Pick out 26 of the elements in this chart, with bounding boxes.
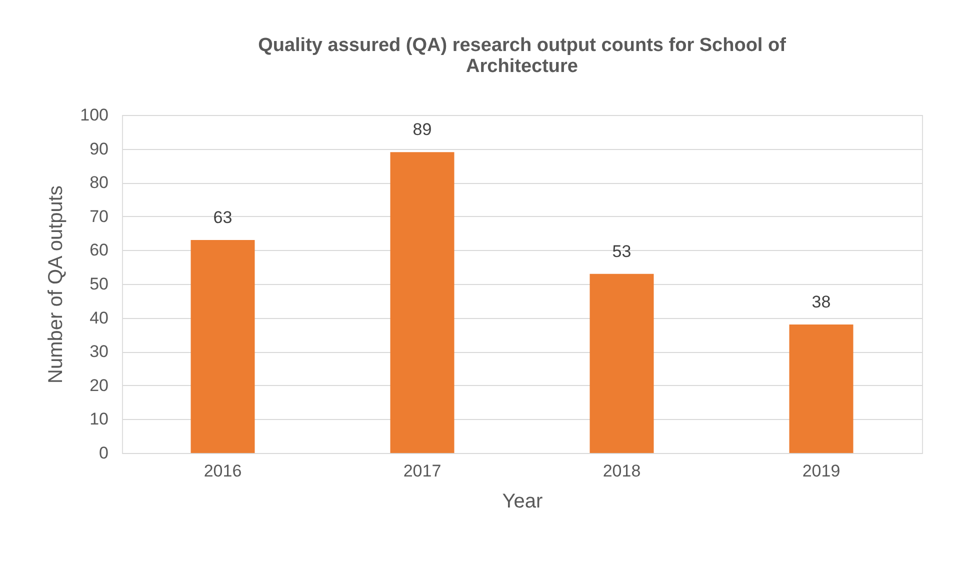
- y-tick-label: 0: [99, 444, 108, 462]
- x-tick-label: 2017: [403, 462, 442, 480]
- data-label: 63: [213, 208, 232, 228]
- y-tick-label: 90: [90, 139, 108, 158]
- y-tick-label: 10: [90, 410, 108, 429]
- bar: [590, 274, 654, 453]
- data-label: 53: [612, 242, 632, 261]
- x-tick-label: 2019: [802, 462, 840, 480]
- y-tick-label: 100: [80, 106, 108, 124]
- y-tick-label: 80: [90, 173, 108, 192]
- y-tick-label: 20: [90, 376, 108, 395]
- bar: [390, 152, 454, 453]
- chart-title: Quality assured (QA) research output counts for School of Architecture: [258, 35, 787, 77]
- data-label: 89: [412, 120, 432, 140]
- x-tick-label: 2016: [204, 462, 242, 480]
- x-tick-label: 2018: [602, 462, 641, 480]
- data-label: 38: [812, 292, 831, 312]
- y-tick-label: 70: [90, 206, 108, 226]
- y-tick-label: 60: [90, 240, 108, 260]
- x-axis-title: Year: [502, 490, 544, 512]
- y-tick-label: 30: [90, 342, 108, 362]
- y-axis-title: Number of QA outputs: [45, 186, 68, 384]
- y-tick-label: 50: [90, 274, 108, 294]
- bar: [190, 240, 255, 453]
- bar: [789, 324, 854, 453]
- y-tick-label: 40: [90, 308, 108, 328]
